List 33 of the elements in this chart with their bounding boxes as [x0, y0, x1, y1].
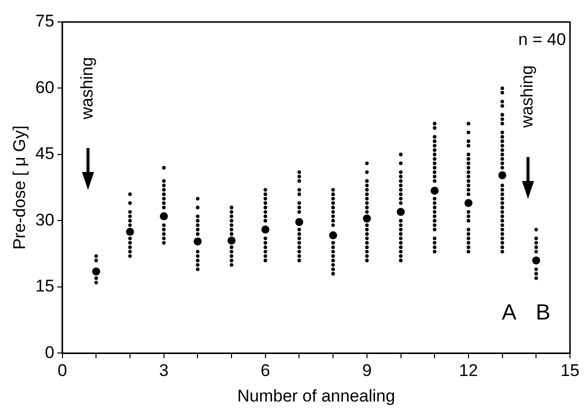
x-tick-label: 6 [260, 361, 270, 380]
annotation: B [536, 300, 550, 325]
annotation: washing [518, 65, 537, 129]
point [498, 171, 506, 180]
y-tick-label: 0 [44, 342, 54, 362]
x-tick-label: 9 [362, 361, 372, 380]
x-tick-label: 15 [560, 361, 580, 380]
point [228, 236, 236, 245]
point [295, 218, 304, 226]
x-tick-label: 3 [159, 361, 169, 380]
y-tick-label: 75 [35, 12, 54, 31]
point [160, 212, 168, 220]
annotation: washing [77, 57, 96, 120]
y-tick-label: 15 [35, 276, 54, 296]
x-tick-label: 12 [459, 361, 478, 380]
point [126, 228, 134, 236]
point [194, 237, 202, 246]
point [261, 226, 270, 234]
x-tick-label: 0 [58, 361, 68, 380]
y-tick-label: 45 [35, 144, 54, 164]
point [92, 268, 100, 276]
annotation: A [502, 300, 517, 325]
y-tick-label: 30 [35, 210, 54, 230]
annotation: n = 40 [518, 30, 566, 49]
point [430, 186, 439, 195]
point [464, 199, 472, 208]
y-tick-label: 60 [35, 78, 54, 97]
point [329, 231, 338, 240]
y-axis-title: Pre-dose [ μ Gy] [10, 126, 29, 250]
point [532, 256, 540, 264]
point [362, 214, 371, 223]
point [396, 208, 405, 216]
x-axis-title: Number of annealing [237, 386, 396, 406]
